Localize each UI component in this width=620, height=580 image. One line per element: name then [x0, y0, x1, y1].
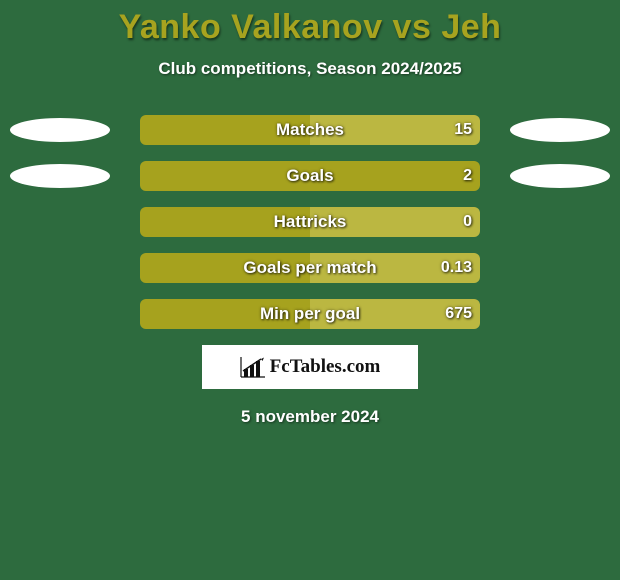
stat-bar-left	[140, 207, 310, 237]
stat-bar-left	[140, 161, 480, 191]
stat-bar-right	[310, 299, 480, 329]
subtitle: Club competitions, Season 2024/2025	[0, 59, 620, 79]
stat-bar	[140, 207, 480, 237]
stat-row: Matches15	[0, 115, 620, 145]
player-marker-right	[510, 164, 610, 188]
stat-bar-left	[140, 299, 310, 329]
page-title: Yanko Valkanov vs Jeh	[0, 0, 620, 47]
player-marker-left	[10, 164, 110, 188]
stat-bar	[140, 161, 480, 191]
stat-row: Min per goal675	[0, 299, 620, 329]
h2h-infographic: Yanko Valkanov vs Jeh Club competitions,…	[0, 0, 620, 580]
stat-bar-right	[310, 115, 480, 145]
date-text: 5 november 2024	[0, 407, 620, 427]
bar-chart-icon	[240, 356, 266, 378]
stat-bar	[140, 253, 480, 283]
stat-row: Goals2	[0, 161, 620, 191]
stat-rows: Matches15 Goals2 Hattricks0 Goals per match…	[0, 115, 620, 329]
brand-badge[interactable]: FcTables.com	[202, 345, 418, 389]
stat-row: Goals per match0.13	[0, 253, 620, 283]
player-marker-left	[10, 118, 110, 142]
stat-bar-right	[310, 207, 480, 237]
stat-bar-left	[140, 115, 310, 145]
stat-bar	[140, 115, 480, 145]
stat-row: Hattricks0	[0, 207, 620, 237]
stat-bar	[140, 299, 480, 329]
stat-bar-right	[310, 253, 480, 283]
stat-bar-left	[140, 253, 310, 283]
player-marker-right	[510, 118, 610, 142]
brand-text: FcTables.com	[270, 356, 381, 378]
